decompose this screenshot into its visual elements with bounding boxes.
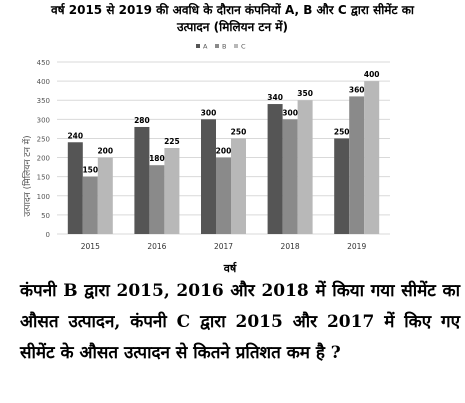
bar-value-label: 250: [334, 127, 350, 136]
x-tick-label: 2016: [147, 242, 166, 251]
x-tick-label: 2018: [281, 242, 300, 251]
bar-B-2019: [349, 96, 365, 235]
bar-value-label: 150: [82, 166, 98, 175]
y-tick-label: 0: [46, 231, 50, 239]
y-tick-label: 450: [37, 59, 50, 67]
bar-B-2017: [216, 157, 231, 234]
legend-label-A: A: [203, 43, 208, 51]
y-tick-label: 250: [37, 135, 50, 143]
bar-C-2019: [364, 81, 380, 234]
bar-value-label: 340: [267, 93, 283, 102]
legend-swatch-C: [234, 44, 238, 48]
chart-title-line-2: उत्पादन (मिलियन टन में): [177, 20, 288, 34]
question-text: कंपनी B द्वारा 2015, 2016 और 2018 में कि…: [20, 281, 460, 363]
bar-A-2016: [134, 126, 150, 234]
bar-value-label: 300: [282, 108, 298, 117]
bar-value-label: 360: [349, 85, 365, 94]
y-tick-label: 100: [37, 193, 50, 201]
legend-label-B: B: [222, 43, 226, 51]
y-tick-label: 300: [37, 116, 50, 124]
x-tick-label: 2017: [214, 242, 233, 251]
bar-C-2017: [231, 138, 246, 234]
bars: [67, 81, 380, 235]
bar-A-2018: [267, 104, 283, 235]
bar-value-label: 280: [134, 116, 150, 125]
y-tick-label: 400: [37, 78, 50, 86]
bar-value-label: 400: [364, 70, 380, 79]
bar-value-label: 200: [216, 147, 232, 156]
x-axis-label: वर्ष: [223, 261, 237, 275]
y-tick-label: 200: [37, 155, 50, 163]
bar-C-2018: [297, 100, 313, 234]
bar-C-2016: [164, 148, 180, 234]
bar-value-label: 240: [67, 131, 83, 140]
bar-B-2015: [82, 176, 98, 234]
y-tick-label: 50: [41, 212, 50, 220]
y-axis-ticks: 0 50 100 150 200 250 300 350 400 450: [37, 59, 50, 239]
bar-value-label: 200: [97, 147, 113, 156]
y-axis-label: उत्पादन (मिलियन टन में): [21, 135, 33, 216]
x-tick-label: 2015: [81, 242, 100, 251]
bar-B-2016: [149, 165, 165, 234]
legend-swatch-A: [196, 44, 200, 48]
bar-C-2015: [97, 157, 113, 234]
chart-title-line-1: वर्ष 2015 से 2019 की अवधि के दौरान कंपनि…: [50, 3, 415, 17]
bar-value-label: 300: [201, 108, 217, 117]
bar-value-label: 225: [164, 137, 180, 146]
chart-title: वर्ष 2015 से 2019 की अवधि के दौरान कंपनि…: [0, 2, 465, 36]
legend-label-C: C: [241, 43, 246, 51]
bar-chart: A B C 0 50 100 150 200 250 300 350 400 450 240 150 20…: [21, 43, 390, 275]
bar-value-label: 250: [231, 127, 247, 136]
bar-value-label: 180: [149, 154, 165, 163]
x-tick-label: 2019: [347, 242, 366, 251]
bar-A-2015: [67, 142, 83, 234]
legend-swatch-B: [215, 44, 219, 48]
y-tick-label: 150: [37, 174, 50, 182]
bar-B-2018: [282, 119, 298, 234]
y-tick-label: 350: [37, 97, 50, 105]
bar-A-2019: [334, 138, 350, 234]
legend: A B C: [196, 43, 246, 51]
x-axis-ticks: 2015 2016 2017 2018 2019: [81, 242, 367, 251]
bar-A-2017: [201, 119, 216, 234]
bar-value-label: 350: [297, 89, 313, 98]
bar-value-labels: 240 150 200 280 180 225 300 200 250 340 300 350 250 3…: [67, 70, 379, 175]
